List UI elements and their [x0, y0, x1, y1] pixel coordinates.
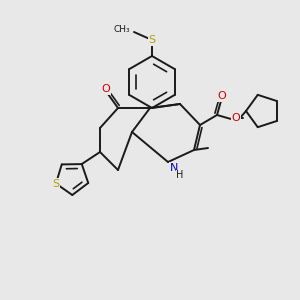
Text: N: N: [170, 163, 178, 173]
Text: CH₃: CH₃: [113, 26, 130, 34]
Text: O: O: [232, 113, 240, 123]
Text: O: O: [102, 84, 110, 94]
Text: S: S: [148, 35, 156, 45]
Text: H: H: [176, 170, 184, 180]
Text: S: S: [52, 178, 59, 188]
Text: O: O: [218, 91, 226, 101]
